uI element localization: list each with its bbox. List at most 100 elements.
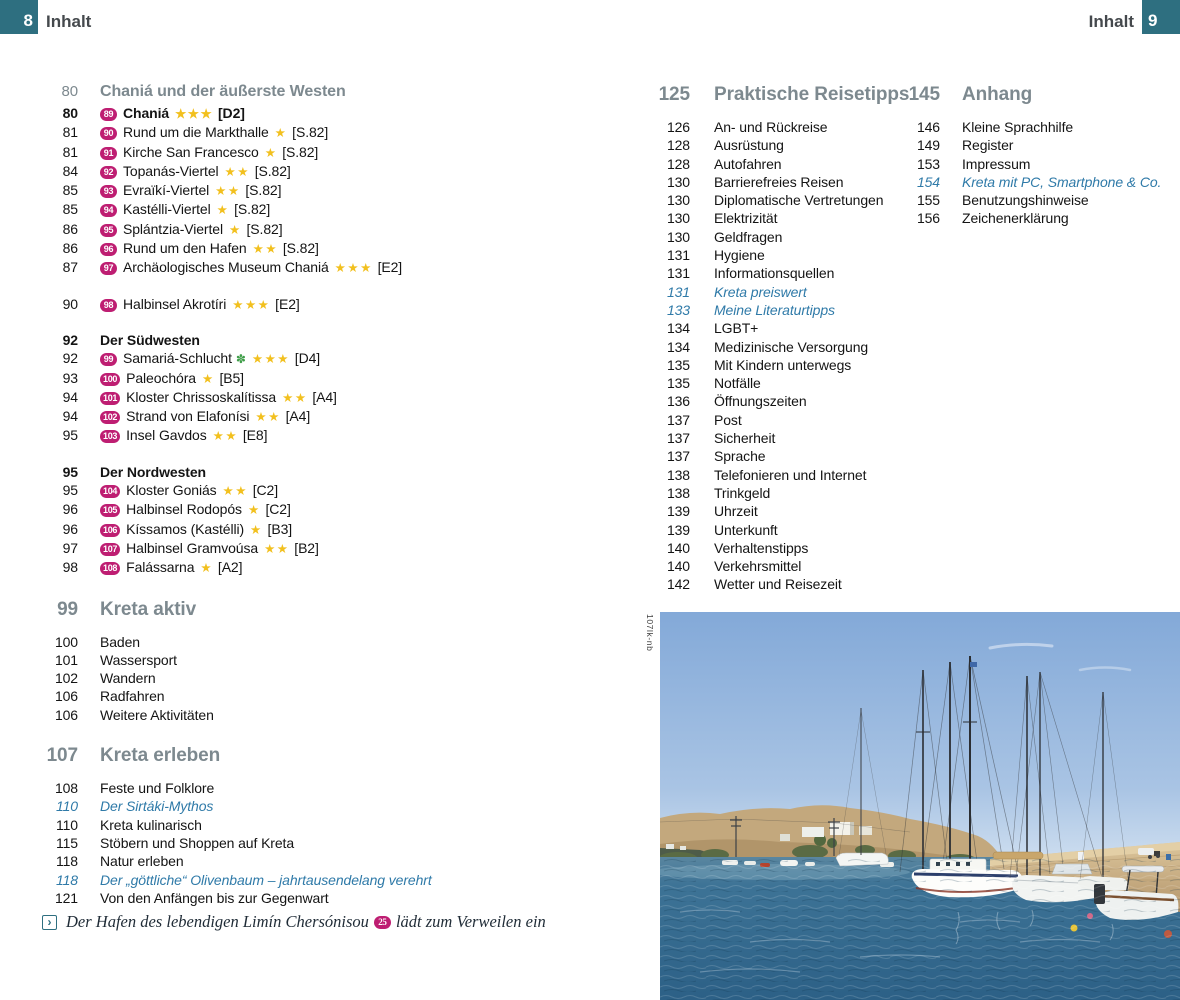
entry-content: Baden	[100, 633, 625, 651]
toc-row: 138 Telefonieren und Internet	[646, 466, 946, 484]
sight-number-badge: 99	[100, 353, 117, 367]
toc-column-right: 145 Anhang 146 Kleine Sprachhilfe 149 Registe…	[898, 82, 1180, 228]
entry-label: Radfahren	[100, 688, 165, 705]
entry-content: LGBT+	[714, 319, 946, 337]
entry-page-number: 93	[62, 369, 78, 386]
toc-row: 139 Uhrzeit	[646, 502, 946, 520]
entry-page-number: 131	[666, 283, 690, 300]
entry-content: 99 Samariá-Schlucht ✽ ★★★ [D4]	[100, 349, 625, 368]
entry-label: Baden	[100, 633, 140, 650]
grid-reference: [B3]	[263, 520, 293, 537]
entry-page-number: 81	[62, 143, 78, 160]
entry-label: Chaniá	[123, 105, 170, 121]
entry-page-number: 85	[62, 201, 78, 218]
toc-row: 128 Autofahren	[646, 155, 946, 173]
toc-row: 134 Medizinische Versorgung	[646, 338, 946, 356]
toc-row: 137 Sprache	[646, 447, 946, 465]
star-rating: ★★	[255, 410, 281, 425]
entry-label: Feste und Folklore	[100, 780, 215, 797]
entry-page-number: 133	[666, 301, 690, 318]
entry-page-number: 142	[666, 576, 690, 593]
sight-number-badge: 89	[100, 108, 117, 121]
entry-page-number: 126	[666, 119, 690, 135]
entry-label: Praktische Reisetipps	[714, 84, 910, 105]
star-rating: ★★	[222, 484, 248, 499]
entry-page-number: 108	[54, 780, 78, 797]
entry-label: Kíssamos (Kastélli)	[126, 520, 245, 537]
entry-label: Benutzungshinweise	[962, 192, 1089, 209]
grid-reference: [C2]	[248, 482, 279, 499]
entry-content: Verhaltenstipps	[714, 539, 946, 557]
entry-label: Halbinsel Akrotíri	[123, 295, 227, 312]
entry-label: Verkehrsmittel	[714, 558, 802, 575]
entry-label: Rund um die Markthalle	[123, 124, 269, 141]
toc-row: 153 Impressum	[898, 155, 1180, 173]
toc-row: 95 104 Kloster Goniás ★★ [C2]	[40, 481, 625, 500]
entry-content: Der „göttliche“ Olivenbaum – jahrtausend…	[100, 871, 625, 889]
entry-page-number: 115	[55, 834, 78, 851]
entry-content: 102 Strand von Elafonísi ★★ [A4]	[100, 407, 625, 426]
toc-row: 94 101 Kloster Chrissoskalítissa ★★ [A4]	[40, 388, 625, 407]
entry-label: LGBT+	[714, 320, 759, 337]
toc-row: 125 Praktische Reisetipps	[646, 82, 946, 108]
toc-row: 90 98 Halbinsel Akrotíri ★★★ [E2]	[40, 295, 625, 314]
entry-page-number: 145	[908, 84, 941, 105]
toc-row: 95 Der Nordwesten	[40, 463, 625, 481]
entry-content: 97 Archäologisches Museum Chaniá ★★★ [E2]	[100, 258, 625, 277]
sight-number-badge: 103	[100, 430, 121, 444]
toc-row: 107 Kreta erleben	[40, 743, 625, 769]
entry-page-number: 80	[62, 105, 78, 121]
entry-page-number: 135	[666, 375, 690, 392]
entry-content: 107 Halbinsel Gramvoúsa ★★ [B2]	[100, 539, 625, 558]
grid-reference: [B5]	[215, 369, 244, 386]
entry-label: Mit Kindern unterwegs	[714, 356, 852, 373]
entry-page-number: 149	[916, 137, 940, 154]
harbor-photo-graphic	[660, 612, 1180, 1000]
entry-label: Rund um den Hafen	[123, 240, 247, 257]
entry-page-number: 128	[666, 155, 690, 172]
star-rating: ★★	[252, 242, 279, 257]
grid-reference: [A4]	[308, 388, 337, 405]
entry-content: 91 Kirche San Francesco ★ [S.82]	[100, 143, 625, 162]
entry-page-number: 130	[666, 173, 690, 190]
entry-label: Kreta aktiv	[100, 598, 197, 620]
entry-label: Notfälle	[714, 375, 761, 392]
toc-row: 137 Post	[646, 411, 946, 429]
entry-label: Kreta kulinarisch	[100, 816, 202, 833]
entry-label: Von den Anfängen bis zur Gegenwart	[100, 889, 329, 906]
entry-page-number: 97	[62, 539, 78, 556]
entry-content: Notfälle	[714, 374, 946, 392]
star-rating: ★★	[282, 390, 308, 405]
toc-row: 80 Chaniá und der äußerste Westen	[40, 82, 625, 102]
grid-reference: [S.82]	[279, 240, 319, 257]
entry-page-number: 146	[916, 119, 940, 135]
entry-content: Stöbern und Shoppen auf Kreta	[100, 834, 625, 852]
sight-number-badge: 101	[100, 391, 121, 405]
toc-row: 118 Natur erleben	[40, 852, 625, 870]
grid-reference: [D2]	[214, 105, 245, 121]
sight-number-badge: 91	[100, 146, 117, 160]
sight-number-badge: 108	[100, 562, 121, 576]
entry-content: 89 Chaniá ★★★ [D2]	[100, 104, 625, 123]
sight-number-badge: 105	[100, 504, 121, 518]
grid-reference: [S.82]	[288, 124, 329, 141]
entry-page-number: 155	[916, 192, 940, 209]
entry-content: Medizinische Versorgung	[714, 338, 946, 356]
toc-row: 134 LGBT+	[646, 319, 946, 337]
star-rating: ★	[264, 145, 278, 160]
entry-content: Der Sirtáki-Mythos	[100, 797, 625, 815]
entry-label: Kreta preiswert	[714, 283, 807, 300]
entry-label: Zeichenerklärung	[962, 210, 1069, 227]
toc-row: 145 Anhang	[898, 82, 1180, 108]
sight-number-badge: 95	[100, 223, 117, 237]
grid-reference: [C2]	[261, 501, 291, 518]
grid-reference: [S.82]	[250, 162, 291, 179]
toc-row: 80 89 Chaniá ★★★ [D2]	[40, 104, 625, 123]
sight-number-badge: 93	[100, 185, 117, 199]
entry-label: Post	[714, 411, 742, 428]
toc-row: 99 Kreta aktiv	[40, 597, 625, 623]
toc-row: 146 Kleine Sprachhilfe	[898, 118, 1180, 136]
grid-reference: [S.82]	[242, 220, 283, 237]
entry-content: Hygiene	[714, 246, 946, 264]
entry-content: Elektrizität	[714, 209, 946, 227]
